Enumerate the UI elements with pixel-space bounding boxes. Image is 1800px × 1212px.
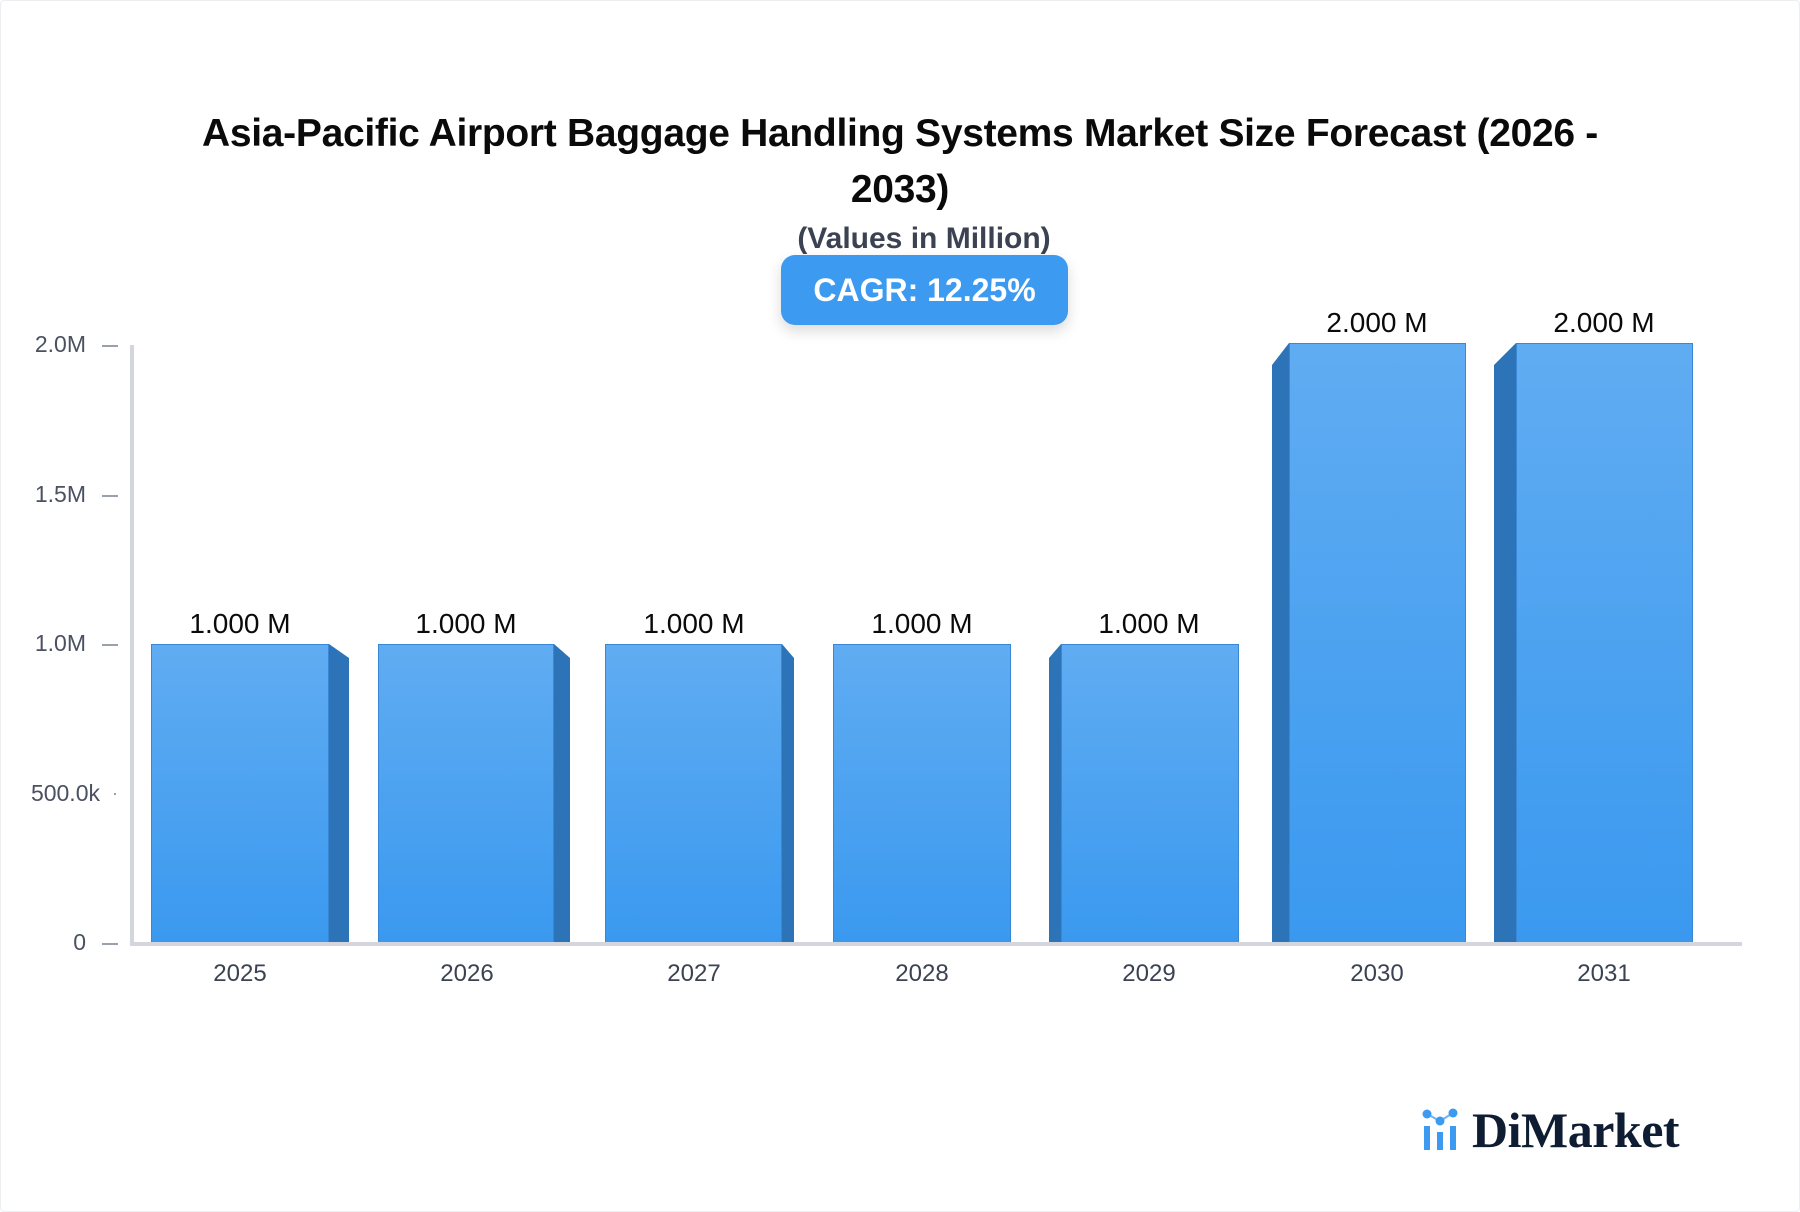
- y-tick-mark: [102, 345, 118, 347]
- bar-depth-side: [1049, 644, 1061, 943]
- dimarket-logo: DiMarket: [1422, 1100, 1680, 1160]
- bar-2027: [605, 644, 794, 943]
- bar-value-label: 1.000 M: [1098, 608, 1200, 639]
- bar-value-label: 1.000 M: [415, 608, 517, 639]
- y-tick-mark: [102, 495, 118, 497]
- bar-2030: [1272, 343, 1466, 943]
- y-tick-label: 500.0k: [30, 780, 100, 806]
- y-tick-label: 0: [73, 929, 86, 955]
- bar-2031: [1494, 343, 1693, 943]
- bar-2029: [1049, 644, 1239, 943]
- x-axis-line: [130, 942, 1742, 946]
- bar-chart-logo-icon: [1422, 1108, 1458, 1150]
- bar-2028: [833, 644, 1011, 943]
- bar-value-label: 2.000 M: [1553, 307, 1655, 338]
- y-tick-mark: [102, 644, 118, 646]
- x-tick-label: 2030: [1350, 960, 1404, 987]
- cagr-badge: CAGR: 12.25%: [781, 255, 1068, 325]
- y-axis-line: [130, 345, 134, 945]
- chart-subtitle: (Values in Million): [797, 222, 1051, 255]
- y-tick-label: 2.0M: [34, 331, 86, 357]
- chart-title: Asia-Pacific Airport Baggage Handling Sy…: [202, 112, 1598, 211]
- x-tick-label: 2029: [1122, 960, 1176, 987]
- bar-value-label: 1.000 M: [189, 608, 291, 639]
- bar-value-label: 1.000 M: [643, 608, 745, 639]
- y-tick-mark: [114, 793, 116, 795]
- bar-depth-side: [1494, 343, 1516, 943]
- bar-depth-side: [782, 644, 794, 943]
- bar-depth-side: [329, 644, 349, 943]
- bar-value-label: 2.000 M: [1326, 307, 1428, 338]
- bar-2025: [151, 644, 349, 943]
- x-tick-label: 2026: [440, 960, 494, 987]
- x-tick-label: 2025: [213, 960, 267, 987]
- brand-name: DiMarket: [1472, 1102, 1680, 1158]
- bar-depth-side: [1272, 343, 1289, 943]
- y-tick-label: 1.5M: [34, 481, 86, 507]
- bar-value-label: 1.000 M: [871, 608, 973, 639]
- x-tick-label: 2031: [1577, 960, 1631, 987]
- y-tick-label: 1.0M: [34, 630, 86, 656]
- x-tick-label: 2027: [667, 960, 721, 987]
- y-tick-mark: [102, 943, 118, 945]
- bar-2026: [378, 644, 570, 943]
- bar-depth-side: [554, 644, 570, 943]
- x-tick-label: 2028: [895, 960, 949, 987]
